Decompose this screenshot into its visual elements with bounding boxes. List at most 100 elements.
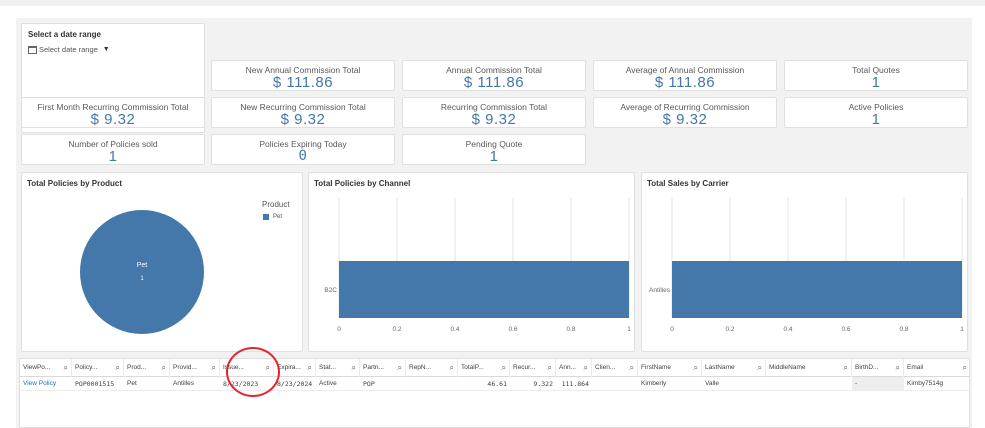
search-icon[interactable]: ⌕ xyxy=(583,363,588,372)
column-header-label: Stat... xyxy=(319,364,336,371)
kpi-label: Average of Recurring Commission xyxy=(620,102,750,112)
column-header[interactable]: Provid... ⌕ xyxy=(170,359,220,377)
table-cell: Kimberly xyxy=(641,380,667,387)
column-header[interactable]: ViewPo... ⌕ xyxy=(20,359,72,377)
table-cell xyxy=(406,377,458,391)
kpi-value: 1 xyxy=(871,74,881,91)
kpi-first-month-recurring: First Month Recurring Commission Total $… xyxy=(21,97,205,128)
search-icon[interactable]: ⌕ xyxy=(265,363,270,372)
column-header-label: Partn... xyxy=(363,364,384,371)
search-icon[interactable]: ⌕ xyxy=(397,363,402,372)
column-header-label: RepN... xyxy=(409,364,432,371)
x-tick-label: 0.6 xyxy=(841,326,850,333)
table-cell: Active xyxy=(319,380,337,387)
column-header[interactable]: Partn... ⌕ xyxy=(360,359,406,377)
column-header[interactable]: Prod... ⌕ xyxy=(124,359,170,377)
kpi-label: Annual Commission Total xyxy=(446,65,542,75)
x-tick-label: 0 xyxy=(337,326,341,333)
kpi-average-annual-commission: Average of Annual Commission $ 111.86 xyxy=(593,60,777,91)
chart-title: Total Policies by Product xyxy=(27,179,122,188)
x-tick-label: 0.8 xyxy=(566,326,575,333)
dashboard-canvas: Select a date range Select date range ▼ … xyxy=(16,18,972,428)
kpi-active-policies: Active Policies 1 xyxy=(784,97,968,128)
column-header-label: Provid... xyxy=(173,364,197,371)
pie-slice-pet[interactable] xyxy=(80,210,204,334)
search-icon[interactable]: ⌕ xyxy=(161,363,166,372)
kpi-value: 1 xyxy=(871,111,881,128)
policies-table[interactable]: ViewPo... ⌕ Policy... ⌕ Prod... ⌕ Provid... ⌕ Is… xyxy=(19,358,970,428)
search-icon[interactable]: ⌕ xyxy=(63,363,68,372)
column-header-label: Recur... xyxy=(513,364,536,371)
bar-chart-svg: 0 0.2 0.4 0.6 0.8 1 B2C xyxy=(324,198,631,333)
kpi-label: Active Policies xyxy=(848,102,904,112)
view-policy-link[interactable]: View Policy xyxy=(23,380,57,387)
search-icon[interactable]: ⌕ xyxy=(501,363,506,372)
kpi-value: 0 xyxy=(298,148,308,164)
kpi-label: Number of Policies sold xyxy=(68,139,158,149)
column-header[interactable]: Recur... ⌕ xyxy=(510,359,556,377)
column-header[interactable]: RepN... ⌕ xyxy=(406,359,458,377)
table-cell: - xyxy=(852,377,904,391)
kpi-value: $ 9.32 xyxy=(471,111,517,128)
table-cell: 8/23/2024 xyxy=(277,380,313,388)
x-tick-label: 0.8 xyxy=(899,326,908,333)
search-icon[interactable]: ⌕ xyxy=(307,363,312,372)
search-icon[interactable]: ⌕ xyxy=(211,363,216,372)
table-row[interactable]: View Policy POP0001515 Pet Antilles 8/23/202… xyxy=(20,377,969,391)
search-icon[interactable]: ⌕ xyxy=(115,363,120,372)
y-category-label: Antilles xyxy=(649,287,671,294)
search-icon[interactable]: ⌕ xyxy=(351,363,356,372)
column-header[interactable]: Policy... ⌕ xyxy=(72,359,124,377)
x-tick-label: 0 xyxy=(670,326,674,333)
search-icon[interactable]: ⌕ xyxy=(962,363,967,372)
column-header[interactable]: FirstName ⌕ xyxy=(638,359,702,377)
table-cell: 46.61 xyxy=(487,380,507,388)
column-header[interactable]: Ann... ⌕ xyxy=(556,359,592,377)
column-header-label: Policy... xyxy=(75,364,98,371)
search-icon[interactable]: ⌕ xyxy=(843,363,848,372)
date-range-dropdown[interactable]: Select date range ▼ xyxy=(28,45,110,54)
column-header[interactable]: Expira... ⌕ xyxy=(274,359,316,377)
kpi-value: $ 111.86 xyxy=(463,74,525,91)
search-icon[interactable]: ⌕ xyxy=(757,363,762,372)
x-tick-label: 0.2 xyxy=(725,326,734,333)
legend-item-pet[interactable]: Pet xyxy=(263,214,282,220)
chevron-down-icon[interactable]: ▼ xyxy=(102,46,110,53)
chart-title: Total Sales by Carrier xyxy=(647,179,729,188)
column-header-label: Ann... xyxy=(559,364,576,371)
chart-policies-by-product[interactable]: Total Policies by Product Product Pet Pe… xyxy=(21,172,303,352)
column-header-label: ViewPo... xyxy=(23,364,51,371)
table-cell: 8/23/2023 xyxy=(223,380,259,388)
column-header[interactable]: Stat... ⌕ xyxy=(316,359,360,377)
kpi-label: New Recurring Commission Total xyxy=(240,102,366,112)
kpi-label: New Annual Commission Total xyxy=(245,65,361,75)
table-cell: Valle xyxy=(705,380,719,387)
search-icon[interactable]: ⌕ xyxy=(693,363,698,372)
bar-b2c[interactable] xyxy=(339,261,629,318)
column-header[interactable]: LastName ⌕ xyxy=(702,359,766,377)
column-header[interactable]: BirthD... ⌕ xyxy=(852,359,904,377)
table-cell: Antilles xyxy=(173,380,194,387)
table-cell: POP0001515 xyxy=(75,380,115,388)
search-icon[interactable]: ⌕ xyxy=(629,363,634,372)
chart-policies-by-channel[interactable]: Total Policies by Channel 0 0.2 0.4 0.6 0.8 1… xyxy=(308,172,635,352)
column-header[interactable]: Clien... ⌕ xyxy=(592,359,638,377)
search-icon[interactable]: ⌕ xyxy=(547,363,552,372)
column-header[interactable]: MiddleName ⌕ xyxy=(766,359,852,377)
search-icon[interactable]: ⌕ xyxy=(449,363,454,372)
kpi-new-recurring-commission: New Recurring Commission Total $ 9.32 xyxy=(211,97,395,128)
bar-antilles[interactable] xyxy=(672,261,962,318)
column-header[interactable]: TotalP... ⌕ xyxy=(458,359,510,377)
column-header[interactable]: Issue... ⌕ xyxy=(220,359,274,377)
date-range-title: Select a date range xyxy=(28,30,101,39)
pie-slice-label: Pet xyxy=(137,262,148,269)
table-cell: 111.864 xyxy=(561,380,589,388)
chart-sales-by-carrier[interactable]: Total Sales by Carrier 0 0.2 0.4 0.6 0.8 1 Ant… xyxy=(641,172,968,352)
column-header[interactable]: Email ⌕ xyxy=(904,359,969,377)
search-icon[interactable]: ⌕ xyxy=(895,363,900,372)
column-header-label: Email xyxy=(907,364,924,371)
kpi-new-annual-commission: New Annual Commission Total $ 111.86 xyxy=(211,60,395,91)
y-category-label: B2C xyxy=(324,287,337,294)
kpi-total-quotes: Total Quotes 1 xyxy=(784,60,968,91)
kpi-value: 1 xyxy=(489,148,499,165)
